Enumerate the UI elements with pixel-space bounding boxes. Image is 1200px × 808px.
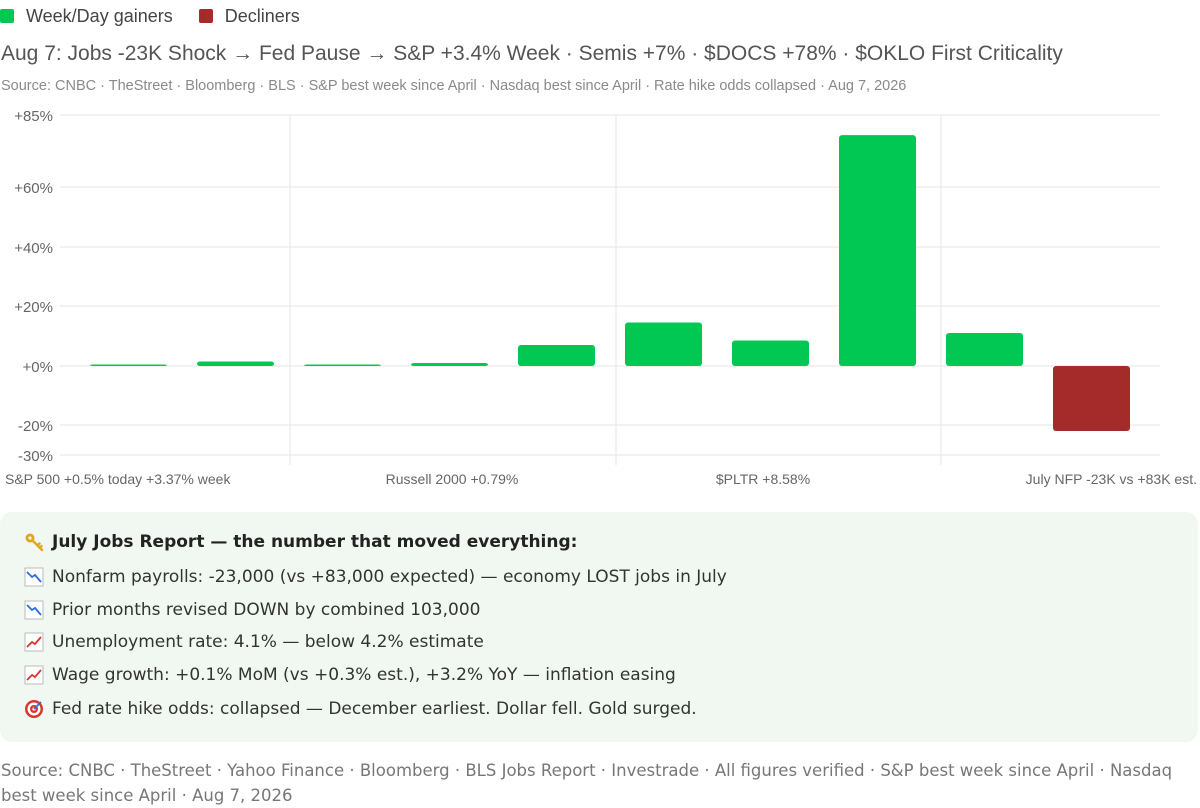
jobs-report-card (0, 512, 1198, 742)
footer-sources: Source: CNBC · TheStreet · Yahoo Finance… (1, 761, 1173, 805)
legend-swatch-decliners (198, 9, 213, 23)
chart-increasing-icon (24, 632, 44, 652)
y-tick-label: +40% (14, 240, 53, 257)
jobs-item: Wage growth: +0.1% MoM (vs +0.3% est.), … (24, 665, 676, 685)
chart-bar[interactable] (946, 333, 1023, 366)
y-tick-label: +0% (23, 359, 53, 376)
chart-decreasing-icon (24, 567, 44, 587)
y-tick-label: +85% (14, 108, 53, 125)
y-tick-label: +20% (14, 299, 53, 316)
x-tick-label: $PLTR +8.58% (716, 471, 810, 487)
chart-subtitle: Source: CNBC · TheStreet · Bloomberg · B… (1, 78, 907, 94)
legend-item-decliners[interactable]: Decliners (198, 5, 300, 27)
chart-bar[interactable] (518, 345, 595, 366)
legend-label-decliners: Decliners (224, 5, 300, 26)
label-layer: +85% +60% +40% +20% +0% -20% -30% S&P 500 +0.5%… (5, 108, 1197, 487)
jobs-item-text: Nonfarm payrolls: -23,000 (vs +83,000 ex… (52, 567, 727, 587)
chart-bar[interactable] (625, 322, 702, 367)
chart-increasing-icon (24, 665, 44, 685)
jobs-card-title: July Jobs Report — the number that moved… (52, 532, 578, 552)
y-tick-label: -30% (18, 448, 53, 465)
bar-layer (90, 135, 1130, 431)
jobs-item-text: Fed rate hike odds: collapsed — December… (52, 699, 697, 719)
key-icon (24, 532, 44, 552)
chart-bar[interactable] (839, 135, 916, 366)
y-tick-label: -20% (18, 418, 53, 435)
legend-swatch-gainers (0, 9, 14, 23)
y-tick-label: +60% (14, 180, 53, 197)
chart-decreasing-icon (24, 600, 44, 620)
x-tick-label: Russell 2000 +0.79% (386, 471, 519, 487)
jobs-item: Prior months revised DOWN by combined 10… (24, 600, 480, 620)
jobs-item: Nonfarm payrolls: -23,000 (vs +83,000 ex… (24, 567, 727, 587)
x-tick-label: S&P 500 +0.5% today +3.37% week (5, 471, 231, 487)
x-tick-label: July NFP -23K vs +83K est. (1026, 471, 1197, 487)
legend-item-gainers[interactable]: Week/Day gainers (0, 6, 173, 27)
chart-bar[interactable] (197, 361, 274, 367)
chart-bar[interactable] (304, 364, 381, 367)
jobs-item-text: Unemployment rate: 4.1% — below 4.2% est… (52, 632, 484, 652)
chart-title: Aug 7: Jobs -23K Shock → Fed Pause → S&P… (1, 42, 1063, 65)
chart-bar[interactable] (1053, 366, 1130, 431)
jobs-card-title-row: July Jobs Report — the number that moved… (24, 532, 577, 552)
jobs-item-text: Wage growth: +0.1% MoM (vs +0.3% est.), … (52, 665, 676, 685)
chart-bar[interactable] (411, 363, 488, 366)
chart-bar[interactable] (90, 364, 167, 367)
jobs-item: Fed rate hike odds: collapsed — December… (24, 699, 697, 719)
jobs-item: Unemployment rate: 4.1% — below 4.2% est… (24, 632, 484, 652)
legend-label-gainers: Week/Day gainers (26, 5, 173, 26)
target-icon (24, 699, 44, 719)
chart-bar[interactable] (732, 340, 809, 367)
grid-layer (60, 114, 1160, 465)
jobs-item-text: Prior months revised DOWN by combined 10… (52, 600, 481, 620)
bar-chart: +85% +60% +40% +20% +0% -20% -30% S&P 500 +0.5%… (5, 108, 1197, 487)
legend: Week/Day gainers Decliners (0, 4, 300, 28)
